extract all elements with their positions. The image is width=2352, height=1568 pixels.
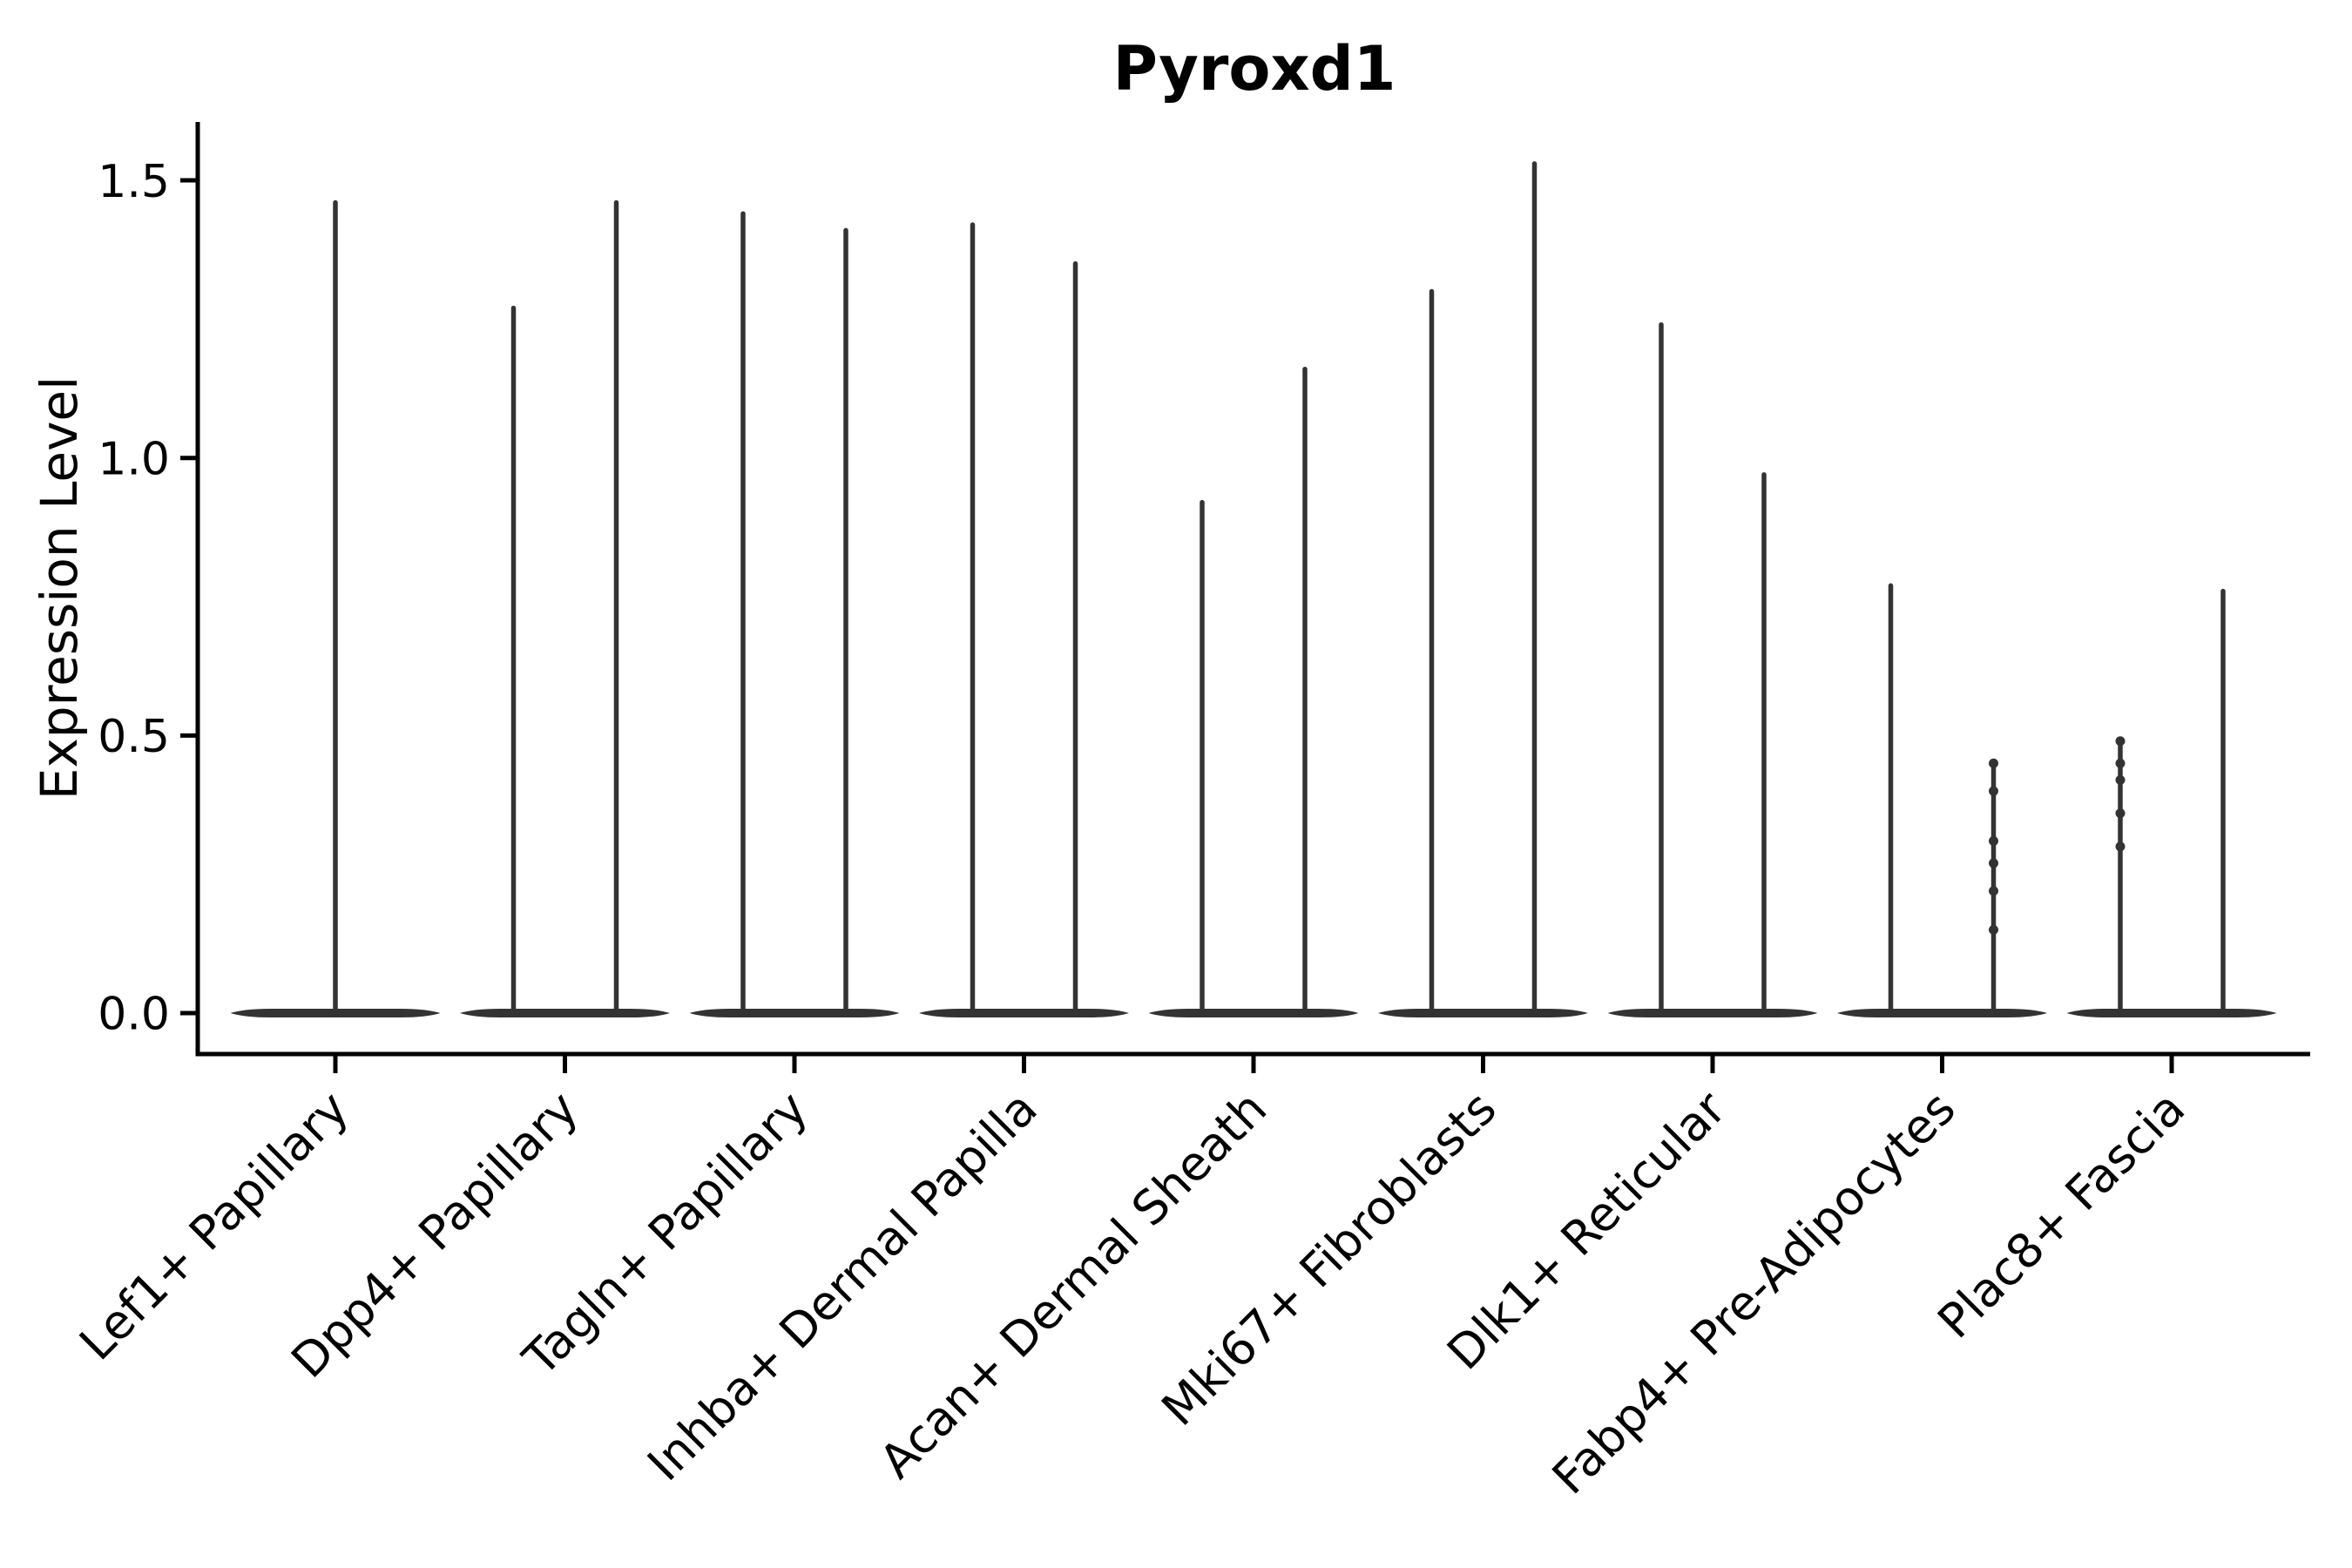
violin-dot [1989,758,1998,768]
violin-dot [2115,758,2126,768]
left-spine [195,122,200,1057]
violin-dot [2115,736,2126,747]
y-tick-label: 1.5 [98,156,170,208]
violin-dot [2115,774,2126,785]
violin-dot [1989,786,1998,796]
y-tick-label: 0.0 [98,989,170,1041]
violin-base [1837,1009,2047,1017]
violin-dot [2115,841,2126,852]
violin-dot [1989,835,1998,846]
violin-base [1148,1009,1359,1017]
x-tick-label: Fabp4+ Pre-Adipocytes [1542,1081,1966,1505]
y-tick-label: 1.0 [98,433,170,485]
x-tick-label: Inhba+ Dermal Papilla [637,1081,1047,1491]
violin-base [2066,1009,2277,1017]
violin-dot [1989,924,1998,935]
violin-dot [1989,886,1998,896]
y-axis-label: Expression Level [30,376,89,800]
violin-base [689,1009,900,1017]
x-tick-label: Plac8+ Fascia [1927,1081,2195,1349]
violin-base [919,1009,1129,1017]
x-tick-label: Acan+ Dermal Sheath [869,1081,1277,1489]
violin-base [460,1009,670,1017]
violin-dot [2115,808,2126,819]
y-tick-label: 0.5 [98,711,170,763]
violin-base [1607,1009,1818,1017]
plot-title: Pyroxd1 [1113,33,1396,105]
violin-base [1378,1009,1588,1017]
violin-dot [1989,858,1998,868]
